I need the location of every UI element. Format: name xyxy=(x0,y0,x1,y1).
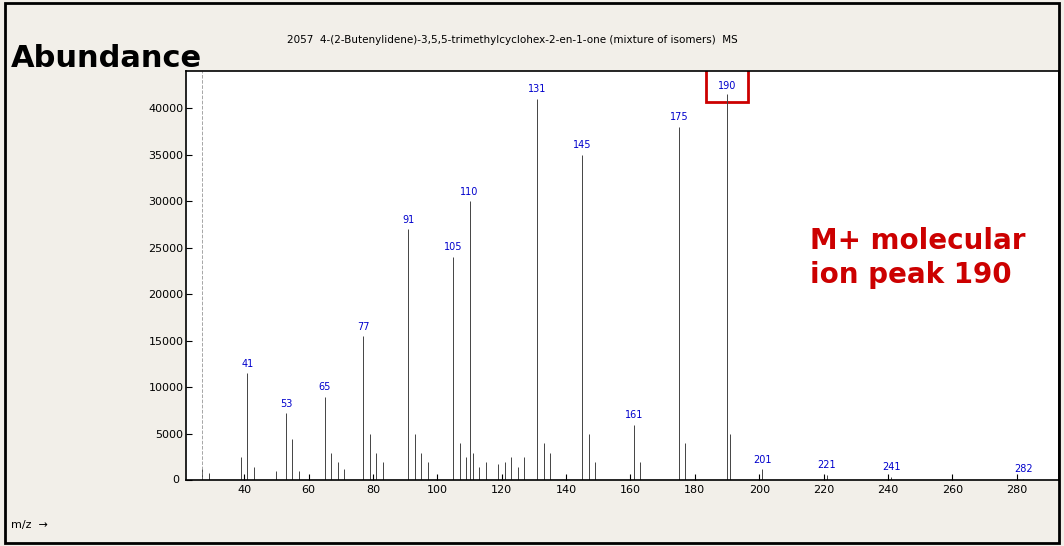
Text: 221: 221 xyxy=(817,460,836,470)
Text: m/z  →: m/z → xyxy=(11,520,48,530)
Text: 105: 105 xyxy=(444,242,463,252)
Text: 65: 65 xyxy=(318,382,331,392)
Text: 201: 201 xyxy=(753,455,771,465)
Text: Abundance: Abundance xyxy=(11,44,202,73)
Text: M+ molecular
ion peak 190: M+ molecular ion peak 190 xyxy=(810,227,1026,289)
Text: 2057  4-(2-Butenylidene)-3,5,5-trimethylcyclohex-2-en-1-one (mixture of isomers): 2057 4-(2-Butenylidene)-3,5,5-trimethylc… xyxy=(287,35,738,45)
Text: 53: 53 xyxy=(280,399,293,409)
Text: 110: 110 xyxy=(461,187,479,197)
Text: 77: 77 xyxy=(358,322,369,331)
Text: 190: 190 xyxy=(718,80,736,91)
Text: 241: 241 xyxy=(882,462,900,472)
Text: 175: 175 xyxy=(669,112,688,122)
Text: 131: 131 xyxy=(528,84,546,94)
Text: 41: 41 xyxy=(242,359,253,369)
Text: 161: 161 xyxy=(625,410,643,420)
Text: 91: 91 xyxy=(402,215,415,224)
Text: 282: 282 xyxy=(1014,464,1032,474)
Bar xyxy=(706,51,748,102)
Text: 0: 0 xyxy=(172,476,179,485)
Text: 145: 145 xyxy=(572,140,592,150)
